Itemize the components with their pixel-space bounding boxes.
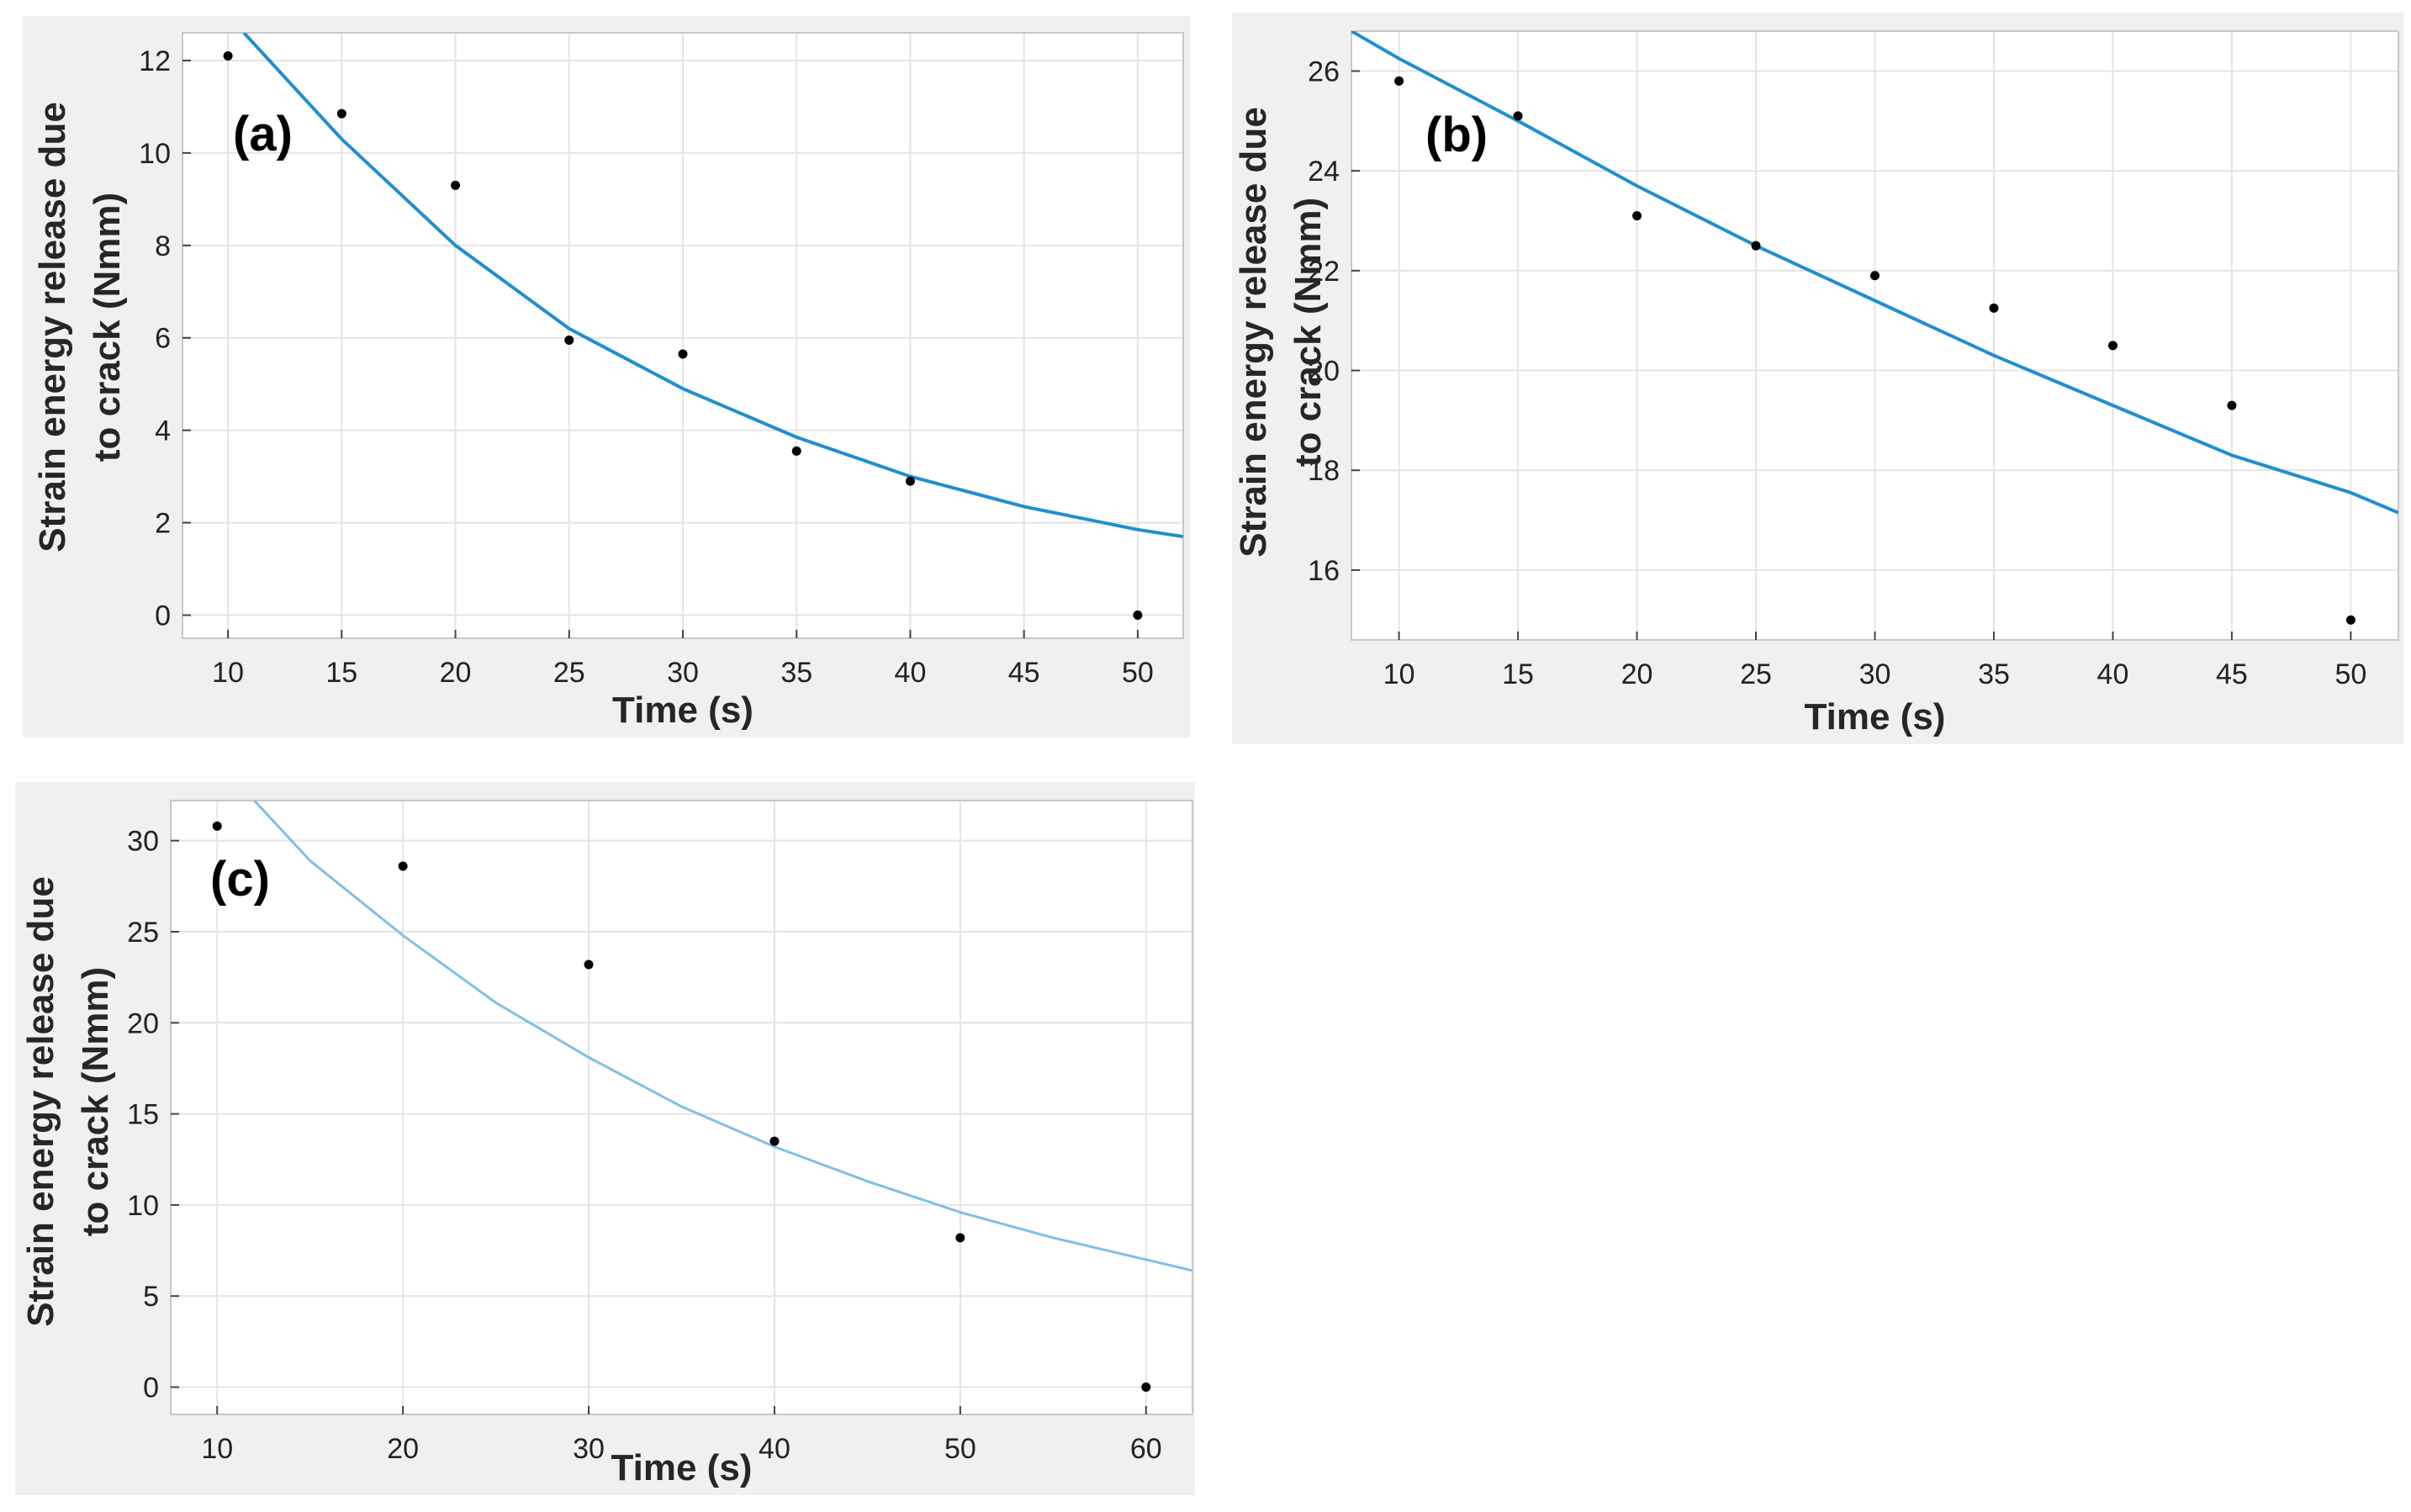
x-tick-label-a: 40 xyxy=(895,657,927,689)
data-point-b xyxy=(2345,615,2355,625)
y-axis-label-line1-c: Strain energy release due xyxy=(20,876,61,1327)
data-point-b xyxy=(2107,341,2118,351)
data-point-a xyxy=(564,335,574,345)
y-tick-label-b: 20 xyxy=(1308,356,1340,388)
panel-label-b: (b) xyxy=(1425,108,1488,162)
x-tick-label-a: 45 xyxy=(1008,657,1040,689)
x-axis-label-c: Time (s) xyxy=(611,1447,753,1488)
x-tick-label-a: 50 xyxy=(1122,657,1154,689)
panel-label-c: (c) xyxy=(210,852,270,907)
fit-curve-a xyxy=(242,33,1183,539)
y-tick-label-c: 25 xyxy=(127,917,159,949)
y-axis-label-line2-c: to crack (Nmm) xyxy=(75,967,116,1236)
x-tick-label-b: 45 xyxy=(2216,658,2248,690)
data-point-b xyxy=(1632,211,1642,221)
x-tick-label-a: 30 xyxy=(667,657,699,689)
x-axis-label-b: Time (s) xyxy=(1805,696,1946,737)
fit-curve-c xyxy=(253,801,1192,1272)
panel-label-a: (a) xyxy=(233,107,293,161)
chart-a: 10 15 20 25 30 35 40 45 50 0 2 4 6 8 10 12 (a) Time (s) St… xyxy=(32,32,1184,731)
data-point-b xyxy=(1394,76,1404,86)
data-point-a xyxy=(905,476,915,486)
y-tick-label-b: 16 xyxy=(1308,555,1340,587)
data-point-a xyxy=(336,108,346,119)
y-axis-label-line1-b: Strain energy release due xyxy=(1233,107,1274,558)
y-tick-label-b: 18 xyxy=(1308,455,1340,487)
x-tick-label-c: 60 xyxy=(1130,1433,1162,1465)
fit-curve-b xyxy=(1351,31,2398,515)
y-tick-label-a: 12 xyxy=(139,45,171,77)
y-axis-label-line2-b: to crack (Nmm) xyxy=(1287,198,1329,467)
x-tick-label-b: 40 xyxy=(2097,658,2129,690)
data-point-c xyxy=(955,1233,965,1243)
data-point-c xyxy=(1141,1382,1151,1393)
y-tick-label-a: 4 xyxy=(155,415,171,447)
data-point-c xyxy=(212,821,222,831)
y-tick-label-b: 24 xyxy=(1308,156,1340,188)
data-point-c xyxy=(584,960,594,970)
y-tick-label-a: 0 xyxy=(155,600,171,632)
x-tick-label-a: 35 xyxy=(780,657,812,689)
x-tick-label-c: 20 xyxy=(387,1433,419,1465)
chart-panel-a: 10 15 20 25 30 35 40 45 50 0 2 4 6 8 10 12 (a) Time (s) St… xyxy=(23,16,1190,737)
x-tick-label-a: 20 xyxy=(440,657,472,689)
x-tick-label-c: 40 xyxy=(759,1433,790,1465)
x-tick-label-b: 25 xyxy=(1740,658,1772,690)
y-tick-label-c: 15 xyxy=(127,1099,159,1131)
data-point-a xyxy=(223,50,233,61)
x-tick-label-b: 50 xyxy=(2334,658,2366,690)
data-point-a xyxy=(451,180,461,190)
data-point-a xyxy=(678,349,688,359)
y-tick-label-a: 8 xyxy=(155,230,171,262)
data-point-c xyxy=(398,861,408,871)
chart-panel-b: 10 15 20 25 30 35 40 45 50 16 18 20 22 24 26 (b) Time (s… xyxy=(1232,13,2403,744)
x-axis-label-a: Time (s) xyxy=(612,690,753,731)
x-tick-label-a: 10 xyxy=(212,657,244,689)
chart-c: 10 20 30 40 50 60 0 5 10 15 20 25 30 (c) Time (s) Strai… xyxy=(20,800,1193,1488)
x-tick-label-c: 30 xyxy=(573,1433,605,1465)
y-tick-label-b: 22 xyxy=(1308,256,1340,288)
data-point-a xyxy=(1133,611,1143,621)
data-point-b xyxy=(2227,400,2237,410)
y-tick-label-c: 30 xyxy=(127,826,159,858)
axes-box-c xyxy=(170,800,1193,1415)
x-tick-label-a: 25 xyxy=(553,657,585,689)
data-point-b xyxy=(1989,303,1999,313)
x-tick-label-b: 20 xyxy=(1621,658,1653,690)
y-tick-label-c: 0 xyxy=(143,1372,159,1404)
data-point-c xyxy=(769,1136,780,1146)
y-tick-label-c: 20 xyxy=(127,1007,159,1039)
x-tick-label-b: 15 xyxy=(1502,658,1534,690)
y-tick-label-a: 2 xyxy=(155,508,171,540)
data-point-b xyxy=(1513,111,1523,121)
y-tick-label-a: 6 xyxy=(155,323,171,355)
y-tick-label-c: 5 xyxy=(143,1281,159,1313)
y-axis-label-line2-a: to crack (Nmm) xyxy=(87,193,128,462)
x-tick-label-b: 10 xyxy=(1383,658,1415,690)
chart-b: 10 15 20 25 30 35 40 45 50 16 18 20 22 24 26 (b) Time (s… xyxy=(1233,30,2399,737)
data-point-b xyxy=(1751,241,1761,251)
x-tick-label-b: 35 xyxy=(1978,658,2010,690)
x-tick-label-c: 50 xyxy=(944,1433,976,1465)
y-tick-label-a: 10 xyxy=(139,138,171,170)
y-tick-label-b: 26 xyxy=(1308,56,1340,87)
x-tick-label-a: 15 xyxy=(325,657,357,689)
x-tick-label-c: 10 xyxy=(201,1433,233,1465)
chart-panel-c: 10 20 30 40 50 60 0 5 10 15 20 25 30 (c) Time (s) Strai… xyxy=(15,782,1195,1495)
data-point-b xyxy=(1870,271,1880,281)
data-point-a xyxy=(791,446,801,456)
y-tick-label-c: 10 xyxy=(127,1190,159,1222)
x-tick-label-b: 30 xyxy=(1859,658,1891,690)
y-axis-label-line1-a: Strain energy release due xyxy=(32,102,73,552)
